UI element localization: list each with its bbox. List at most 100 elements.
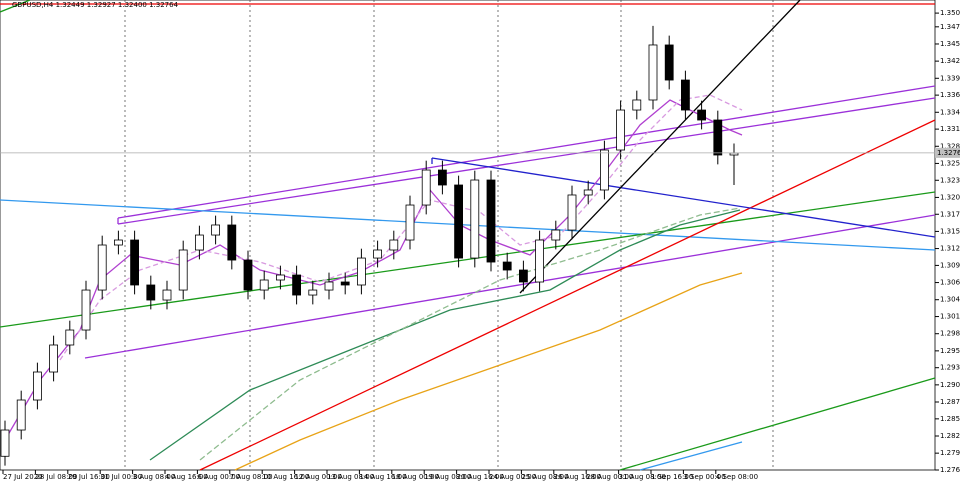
- y-tick-label: 1.33960: [940, 74, 960, 82]
- x-tick-label: 26 Aug 16:00: [554, 473, 601, 481]
- candle-body: [648, 44, 658, 101]
- y-tick-label: 1.28770: [940, 398, 960, 406]
- x-tick-label: 28 Jul 08:00: [35, 473, 77, 481]
- y-tick-label: 1.28500: [940, 415, 960, 423]
- candle-body: [33, 371, 42, 401]
- candle-body: [162, 289, 172, 301]
- candle-body: [308, 289, 318, 296]
- candle-body: [664, 44, 674, 81]
- candle-body: [178, 249, 188, 291]
- x-tick-label: 24 Aug 00:00: [489, 473, 536, 481]
- candle-body: [259, 279, 269, 291]
- candle-body: [600, 149, 609, 191]
- chart-title: GBPUSD,H4 1.32449 1.32927 1.32400 1.3276…: [12, 1, 179, 9]
- x-tick-label: 28 Aug 00:00: [586, 473, 633, 481]
- y-tick-label: 1.29045: [940, 381, 960, 389]
- y-tick-label: 1.30140: [940, 313, 960, 321]
- y-tick-label: 1.32325: [940, 176, 960, 184]
- current-price-label: 1.32764: [937, 149, 960, 157]
- y-tick-label: 1.34785: [940, 23, 960, 31]
- y-tick-label: 1.31230: [940, 245, 960, 253]
- session-separators: [124, 0, 774, 470]
- x-tick-label: 7 Aug 08:00: [230, 473, 273, 481]
- x-tick-label: 19 Aug 08:00: [424, 473, 471, 481]
- y-tick-label: 1.31505: [940, 227, 960, 235]
- candle-body: [97, 244, 107, 291]
- candle-body: [470, 179, 480, 259]
- x-tick-label: 18 Aug 00:00: [392, 473, 439, 481]
- candle-body: [486, 179, 496, 263]
- x-tick-label: 31 Jul 00:00: [100, 473, 142, 481]
- candle-body: [275, 274, 285, 281]
- y-tick-label: 1.31780: [940, 210, 960, 218]
- candle-body: [713, 119, 723, 156]
- candle-body: [681, 79, 690, 111]
- candle-body: [616, 109, 625, 151]
- x-tick-label: 25 Aug 08:00: [521, 473, 568, 481]
- y-tick-label: 1.27680: [940, 466, 960, 474]
- x-tick-label: 1 Sep 16:00: [651, 473, 693, 481]
- current-price-box: [935, 147, 960, 158]
- y-tick-label: 1.34235: [940, 57, 960, 65]
- x-tick-label: 20 Aug 16:00: [457, 473, 504, 481]
- y-tick-label: 1.29865: [940, 330, 960, 338]
- candle-body: [194, 234, 204, 251]
- candle-body: [535, 239, 544, 283]
- candle-body: [16, 399, 26, 431]
- x-tick-label: 10 Aug 16:00: [262, 473, 309, 481]
- candle-body: [405, 204, 415, 241]
- candle-body: [146, 284, 156, 301]
- candle-body: [243, 259, 253, 291]
- candle-body: [81, 289, 91, 331]
- plot-frame: [0, 0, 936, 471]
- candle-body: [49, 344, 58, 373]
- candle-body: [421, 169, 431, 206]
- y-tick-label: 1.30960: [940, 261, 960, 269]
- candle-body: [356, 257, 366, 286]
- y-tick-label: 1.33145: [940, 125, 960, 133]
- x-tick-label: 4 Aug 16:00: [165, 473, 208, 481]
- x-tick-label: 29 Jul 16:00: [68, 473, 110, 481]
- x-tick-label: 6 Aug 00:00: [197, 473, 240, 481]
- y-tick-label: 1.29320: [940, 364, 960, 372]
- candle-body: [632, 99, 642, 111]
- candle-body: [114, 239, 123, 246]
- candle-body: [373, 249, 383, 259]
- candle-body: [130, 239, 140, 286]
- y-tick-label: 1.32595: [940, 159, 960, 167]
- candle-body: [324, 281, 334, 291]
- candle-body: [227, 224, 237, 261]
- y-tick-label: 1.28225: [940, 432, 960, 440]
- candle-body: [567, 194, 577, 231]
- drawn-objects: [0, 0, 936, 471]
- x-tick-label: 31 Aug 08:00: [619, 473, 666, 481]
- y-tick-label: 1.30410: [940, 296, 960, 304]
- y-tick-label: 1.34510: [940, 40, 960, 48]
- candle-body: [211, 224, 221, 236]
- y-tick-label: 1.33415: [940, 108, 960, 116]
- y-tick-label: 1.27950: [940, 449, 960, 457]
- x-tick-label: 27 Jul 2020: [3, 473, 43, 481]
- y-tick-label: 1.32050: [940, 193, 960, 201]
- y-tick-label: 1.30685: [940, 279, 960, 287]
- y-tick-label: 1.33690: [940, 91, 960, 99]
- candle-body: [519, 269, 528, 283]
- candle-body: [340, 281, 350, 286]
- y-tick-label: 1.35005: [940, 9, 960, 17]
- x-tick-label: 3 Aug 08:00: [133, 473, 176, 481]
- x-tick-label: 3 Sep 00:00: [683, 473, 725, 481]
- candle-body: [583, 189, 593, 196]
- candle-body: [389, 239, 399, 251]
- x-tick-label: 12 Aug 00:00: [295, 473, 342, 481]
- candle-body: [697, 109, 706, 121]
- x-tick-label: 13 Aug 08:00: [327, 473, 374, 481]
- candle-body: [0, 429, 10, 457]
- candle-body: [551, 229, 561, 241]
- x-tick-label: 14 Aug 16:00: [359, 473, 406, 481]
- x-tick-label: 4 Sep 08:00: [716, 473, 758, 481]
- candle-body: [437, 169, 447, 186]
- candle-body: [292, 274, 302, 296]
- y-tick-label: 1.32870: [940, 142, 960, 150]
- candle-body: [454, 184, 464, 259]
